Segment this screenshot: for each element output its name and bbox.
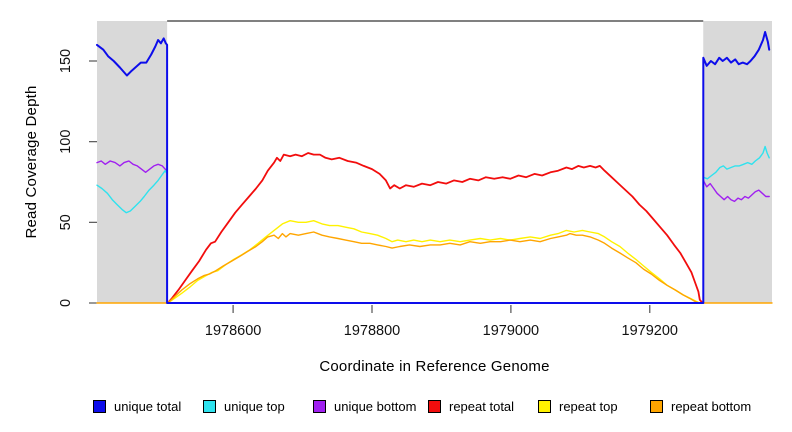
masked-region — [703, 21, 772, 303]
legend-label: unique top — [224, 398, 285, 414]
series-line-repeat-total — [166, 152, 704, 304]
legend-label: unique total — [114, 398, 182, 414]
legend-label: unique bottom — [334, 398, 417, 414]
repeat-top-swatch-icon — [538, 399, 551, 413]
legend-item-repeat-top: repeat top — [538, 398, 618, 414]
x-tick-label: 1979000 — [483, 323, 539, 339]
x-tick-label: 1978600 — [205, 323, 261, 339]
legend-item-unique-bottom: unique bottom — [313, 398, 416, 414]
unique-total-swatch-icon — [93, 399, 106, 413]
legend-item-unique-top: unique top — [203, 398, 285, 414]
legend: unique total unique top unique bottom re… — [0, 398, 792, 422]
y-axis-title: Read Coverage Depth — [23, 85, 40, 239]
series-line-unique-bottom — [96, 160, 770, 304]
x-tick-label: 1979200 — [622, 323, 678, 339]
y-tick-label: 150 — [58, 49, 74, 73]
unique-top-swatch-icon — [203, 399, 216, 413]
series-line-unique-total — [96, 31, 771, 304]
legend-item-repeat-bottom: repeat bottom — [650, 398, 751, 414]
y-tick-label: 0 — [58, 299, 74, 307]
unique-bottom-swatch-icon — [313, 399, 326, 413]
legend-item-repeat-total: repeat total — [428, 398, 514, 414]
legend-label: repeat bottom — [671, 398, 752, 414]
repeat-total-swatch-icon — [428, 399, 441, 413]
legend-label: repeat total — [449, 398, 515, 414]
plot-area: 1978600 1978800 1979000 1979200 0 50 100 150 — [58, 20, 773, 339]
legend-label: repeat top — [559, 398, 618, 414]
y-tick-label: 100 — [58, 130, 74, 154]
series-line-repeat-bottom — [96, 231, 773, 304]
y-tick-label: 50 — [58, 214, 74, 230]
series-line-repeat-top — [167, 219, 701, 304]
x-axis-title: Coordinate in Reference Genome — [319, 358, 550, 375]
repeat-bottom-swatch-icon — [650, 399, 663, 413]
x-tick-label: 1978800 — [344, 323, 400, 339]
legend-item-unique-total: unique total — [93, 398, 181, 414]
